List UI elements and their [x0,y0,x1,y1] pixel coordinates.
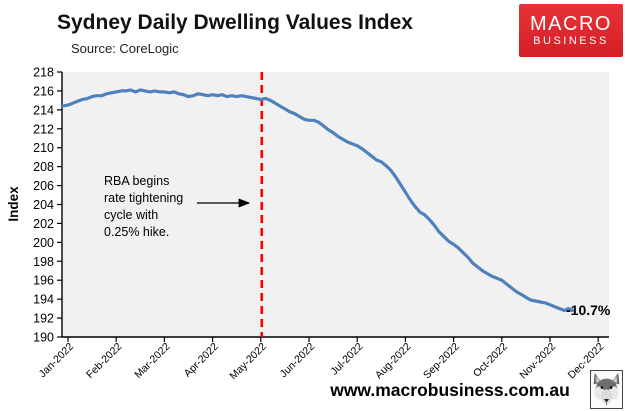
x-tick-label: Feb-2022 [84,341,124,381]
wolf-logo [590,370,623,409]
x-tick-label: Oct-2022 [471,341,510,380]
y-tick-label: 214 [33,103,54,117]
y-tick-label: 196 [33,274,54,288]
y-tick-label: 198 [33,255,54,269]
x-tick-label: Jul-2022 [328,341,365,378]
y-tick-label: 210 [33,141,54,155]
rba-annotation-text: RBA begins rate tightening cycle with 0.… [104,174,184,239]
y-tick-label: 208 [33,160,54,174]
page-title: Sydney Daily Dwelling Values Index [57,11,413,34]
x-tick-label: Apr-2022 [182,341,221,380]
y-tick-label: 194 [33,293,54,307]
x-tick-label: Aug-2022 [373,341,414,382]
y-axis-title: Index [6,186,21,222]
logo-word-business: BUSINESS [533,34,609,47]
decline-percentage-label: -10.7% [566,302,611,318]
y-tick-label: 216 [33,84,54,98]
x-tick-label: Nov-2022 [517,341,558,382]
x-tick-label: May-2022 [227,341,269,383]
y-tick-label: 200 [33,236,54,250]
y-tick-label: 206 [33,179,54,193]
wolf-icon [593,373,620,405]
logo-word-macro: MACRO [530,12,612,35]
y-tick-label: 218 [33,66,54,80]
x-tick-label: Jun-2022 [278,341,318,381]
y-tick-label: 202 [33,217,54,231]
y-tick-label: 204 [33,198,54,212]
macrobusiness-logo: MACRO BUSINESS [519,4,623,57]
index-line [60,88,574,313]
y-tick-label: 192 [33,312,54,326]
x-tick-label: Sep-2022 [421,341,462,382]
y-tick-label: 190 [33,331,54,345]
x-tick-label: Jan-2022 [37,341,77,381]
footer-url: www.macrobusiness.com.au [330,380,570,400]
source-label: Source: CoreLogic [71,41,179,56]
y-tick-label: 212 [33,122,54,136]
x-tick-label: Mar-2022 [132,341,172,381]
